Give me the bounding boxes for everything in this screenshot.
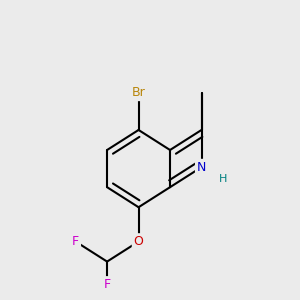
Text: H: H [219, 174, 227, 184]
Text: Br: Br [132, 86, 145, 99]
Text: F: F [103, 278, 111, 291]
Text: F: F [72, 235, 79, 248]
Text: N: N [197, 161, 206, 174]
Text: O: O [134, 235, 143, 248]
